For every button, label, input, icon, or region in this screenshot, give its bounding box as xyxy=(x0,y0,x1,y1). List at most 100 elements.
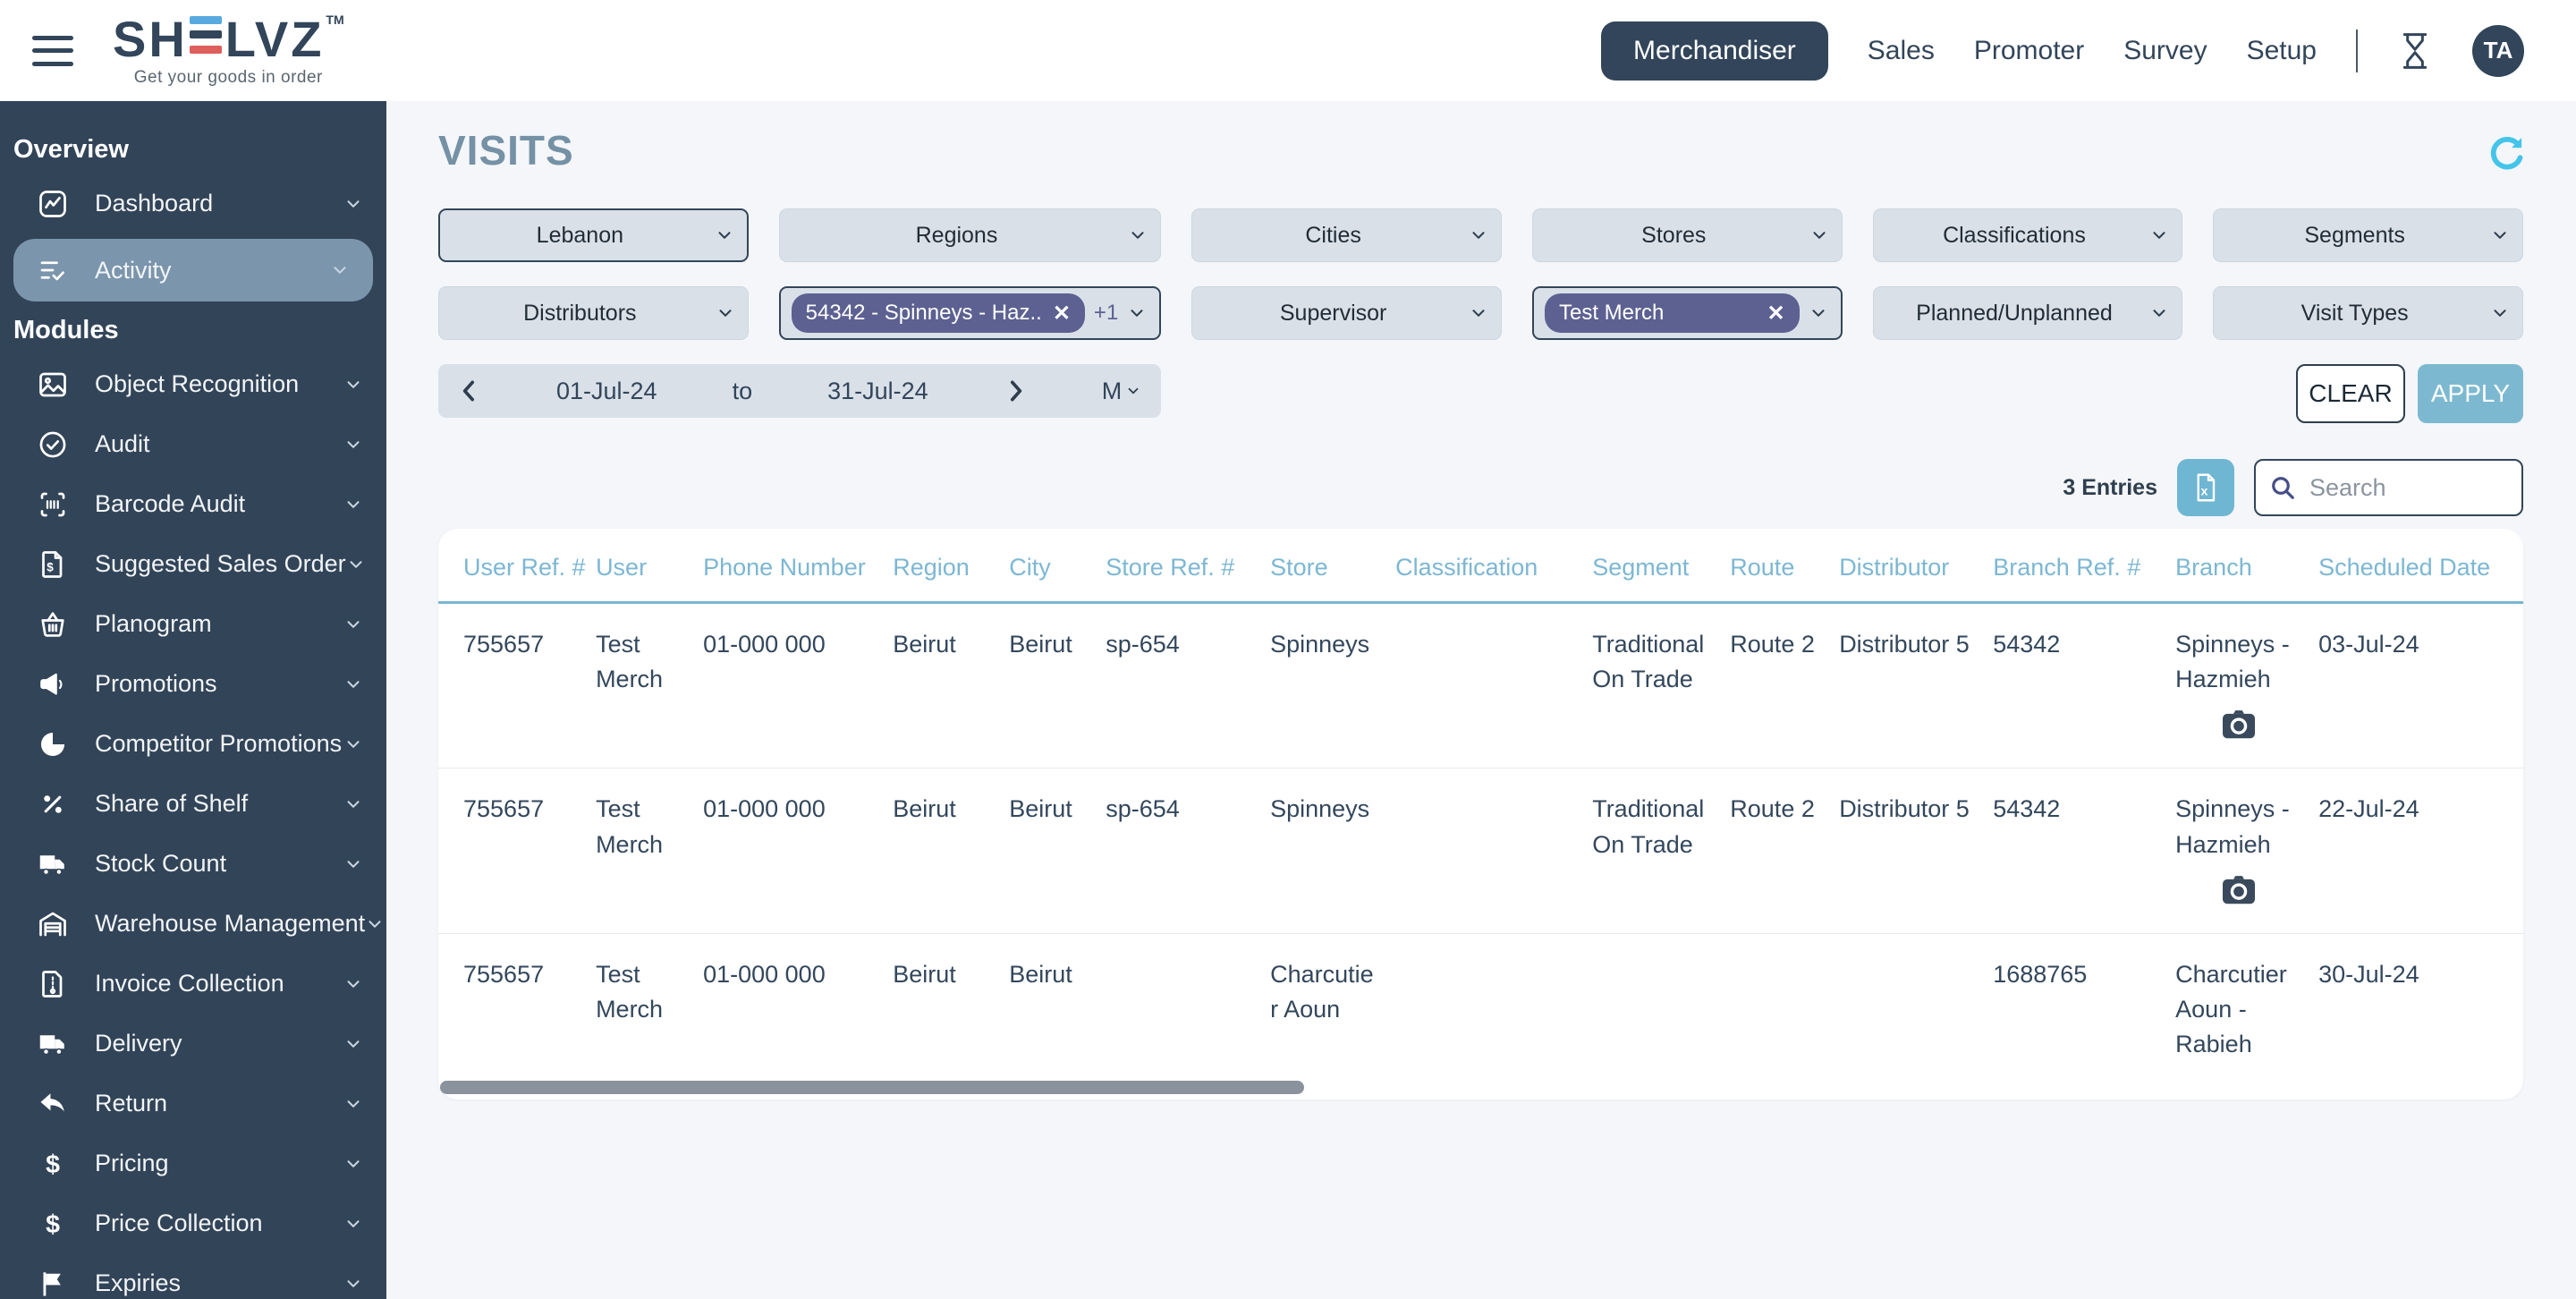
chevron-down-icon xyxy=(1809,303,1828,323)
apply-button[interactable]: APPLY xyxy=(2418,364,2523,423)
nav-item-promoter[interactable]: Promoter xyxy=(1974,36,2084,66)
date-start[interactable]: 01-Jul-24 xyxy=(556,378,657,405)
logo-trademark: TM xyxy=(326,13,343,27)
cell-user: Test Merch xyxy=(589,933,696,1074)
table-row[interactable]: 755657Test Merch01-000 000BeirutBeirutCh… xyxy=(438,933,2523,1074)
filter-dropdown-supervisor[interactable]: Supervisor xyxy=(1191,286,1502,340)
filter-chip-label: Test Merch xyxy=(1559,301,1664,326)
sidebar-item-label: Suggested Sales Order xyxy=(95,550,346,578)
chevron-down-icon xyxy=(1469,303,1488,323)
return-icon xyxy=(36,1087,70,1121)
filter-dropdown-distributors[interactable]: Distributors xyxy=(438,286,749,340)
cell-segment: Traditional On Trade xyxy=(1585,603,1723,768)
shelvz-logo: SH LVZ TM Get your goods in order xyxy=(113,14,344,88)
sidebar-item-delivery[interactable]: Delivery xyxy=(0,1014,386,1074)
visits-table-card: User Ref. #UserPhone NumberRegionCitySto… xyxy=(438,529,2523,1099)
chevron-down-icon xyxy=(2490,225,2510,245)
cell-user-ref: 755657 xyxy=(438,933,589,1074)
clear-button[interactable]: CLEAR xyxy=(2296,364,2405,423)
nav-item-sales[interactable]: Sales xyxy=(1868,36,1935,66)
sidebar-item-invoice-collection[interactable]: Invoice Collection xyxy=(0,954,386,1014)
table-row[interactable]: 755657Test Merch01-000 000BeirutBeirutsp… xyxy=(438,768,2523,933)
filter-label: Planned/Unplanned xyxy=(1888,301,2141,327)
expiries-icon xyxy=(36,1267,70,1299)
filter-dropdown-cities[interactable]: Cities xyxy=(1191,208,1502,262)
cell-user-ref: 755657 xyxy=(438,603,589,768)
sidebar-item-activity[interactable]: Activity xyxy=(13,239,373,301)
cell-user: Test Merch xyxy=(589,603,696,768)
filter-dropdown-regions[interactable]: Regions xyxy=(779,208,1162,262)
avatar[interactable]: TA xyxy=(2472,25,2524,77)
search-box xyxy=(2254,459,2523,516)
filter-dropdown-visit-types[interactable]: Visit Types xyxy=(2213,286,2523,340)
filter-dropdown-test-merch[interactable]: Test Merch ✕ xyxy=(1532,286,1843,340)
chevron-down-icon xyxy=(343,1274,363,1294)
sidebar-section-overview: Overview xyxy=(0,135,386,165)
chevron-down-icon xyxy=(343,794,363,814)
column-header-scheduled-date: Scheduled Date xyxy=(2311,529,2523,603)
refresh-icon[interactable] xyxy=(2487,133,2528,177)
column-header-distributor: Distributor xyxy=(1832,529,1986,603)
sidebar-item-share-of-shelf[interactable]: Share of Shelf xyxy=(0,774,386,834)
horizontal-scrollbar[interactable] xyxy=(440,1081,1304,1094)
sidebar-item-warehouse-management[interactable]: Warehouse Management xyxy=(0,894,386,954)
chevron-down-icon xyxy=(343,675,363,694)
filter-dropdown-54342-spinneys-haz[interactable]: 54342 - Spinneys - Haz..✕+1 xyxy=(779,286,1162,340)
column-header-region: Region xyxy=(886,529,1002,603)
hourglass-icon[interactable] xyxy=(2397,30,2433,72)
sidebar-item-dashboard[interactable]: Dashboard xyxy=(0,174,386,233)
chip-remove-icon[interactable]: ✕ xyxy=(1767,301,1785,327)
nav-item-merchandiser[interactable]: Merchandiser xyxy=(1601,21,1828,81)
sidebar-item-audit[interactable]: Audit xyxy=(0,414,386,474)
chevron-down-icon xyxy=(1469,225,1488,245)
date-mode-select[interactable]: M xyxy=(1102,378,1142,405)
nav-item-survey[interactable]: Survey xyxy=(2123,36,2207,66)
sidebar-item-label: Share of Shelf xyxy=(95,790,248,818)
chevron-down-icon xyxy=(343,375,363,395)
hamburger-menu-icon[interactable] xyxy=(32,36,73,66)
camera-icon[interactable] xyxy=(2220,708,2304,750)
barcode-audit-icon xyxy=(36,488,70,522)
top-nav: Merchandiser Sales Promoter Survey Setup TA xyxy=(1601,21,2576,81)
export-excel-icon[interactable]: x xyxy=(2177,459,2234,516)
sidebar-item-return[interactable]: Return xyxy=(0,1074,386,1133)
sidebar-item-suggested-sales-order[interactable]: $Suggested Sales Order xyxy=(0,534,386,594)
chevron-down-icon xyxy=(343,615,363,634)
sidebar-item-expiries[interactable]: Expiries xyxy=(0,1253,386,1299)
filter-dropdown-stores[interactable]: Stores xyxy=(1532,208,1843,262)
cell-branch: Spinneys - Hazmieh xyxy=(2168,603,2311,768)
chip-remove-icon[interactable]: ✕ xyxy=(1053,301,1071,327)
sidebar-item-planogram[interactable]: Planogram xyxy=(0,594,386,654)
cell-classification xyxy=(1388,603,1585,768)
chevron-down-icon xyxy=(343,495,363,514)
chevron-down-icon xyxy=(715,225,734,245)
date-separator: to xyxy=(733,378,753,405)
promotions-icon xyxy=(36,667,70,701)
sidebar-item-price-collection[interactable]: $Price Collection xyxy=(0,1193,386,1253)
camera-icon[interactable] xyxy=(2220,873,2304,915)
date-next-icon[interactable] xyxy=(1004,378,1027,404)
cell-phone: 01-000 000 xyxy=(696,603,886,768)
filter-dropdown-segments[interactable]: Segments xyxy=(2213,208,2523,262)
cell-city: Beirut xyxy=(1002,768,1098,933)
filter-actions: CLEAR APPLY xyxy=(1873,364,2523,423)
cell-branch: Charcutier Aoun - Rabieh xyxy=(2168,933,2311,1074)
filters: Lebanon Regions Cities Stores Classification… xyxy=(438,208,2523,423)
sidebar-item-stock-count[interactable]: Stock Count xyxy=(0,834,386,894)
filter-dropdown-classifications[interactable]: Classifications xyxy=(1873,208,2183,262)
date-end[interactable]: 31-Jul-24 xyxy=(827,378,928,405)
sidebar-item-object-recognition[interactable]: Object Recognition xyxy=(0,354,386,414)
chevron-down-icon xyxy=(2149,303,2169,323)
date-prev-icon[interactable] xyxy=(458,378,481,404)
sidebar-item-label: Activity xyxy=(95,257,172,284)
chevron-down-icon xyxy=(330,260,350,280)
sidebar-item-competitor-promotions[interactable]: Competitor Promotions xyxy=(0,714,386,774)
sidebar-item-promotions[interactable]: Promotions xyxy=(0,654,386,714)
sidebar-item-barcode-audit[interactable]: Barcode Audit xyxy=(0,474,386,534)
table-row[interactable]: 755657Test Merch01-000 000BeirutBeirutsp… xyxy=(438,603,2523,768)
filter-dropdown-lebanon[interactable]: Lebanon xyxy=(438,208,749,262)
sidebar-item-pricing[interactable]: $Pricing xyxy=(0,1133,386,1193)
filter-dropdown-planned-unplanned[interactable]: Planned/Unplanned xyxy=(1873,286,2183,340)
nav-item-setup[interactable]: Setup xyxy=(2247,36,2317,66)
filter-label: Lebanon xyxy=(454,223,706,249)
